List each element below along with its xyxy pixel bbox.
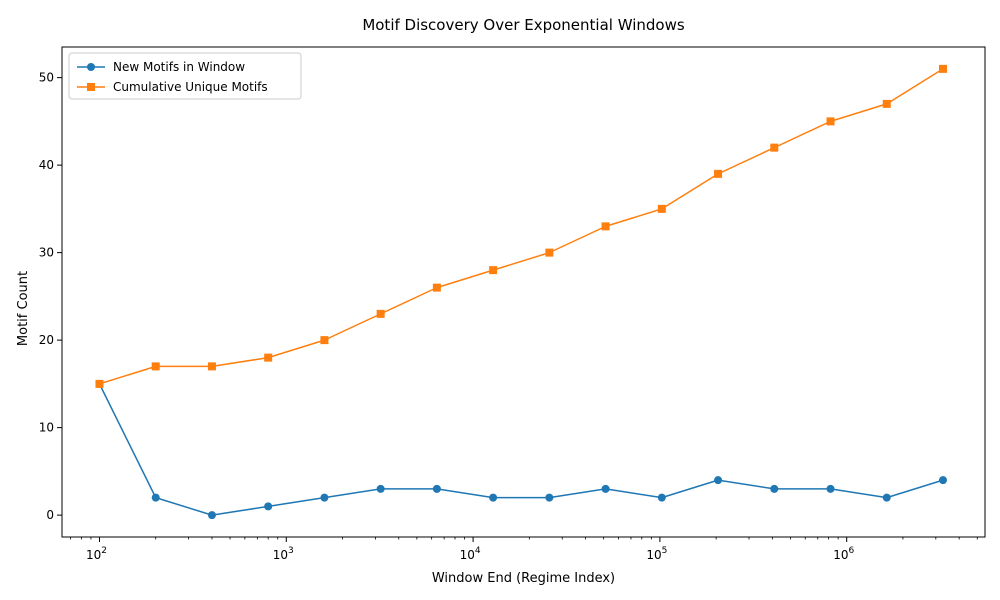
data-point xyxy=(882,493,891,502)
x-tick-label: 105 xyxy=(646,546,667,562)
legend-label: New Motifs in Window xyxy=(113,60,245,74)
legend: New Motifs in Window Cumulative Unique Mo… xyxy=(68,52,302,100)
x-tick-label: 103 xyxy=(273,546,294,562)
data-point xyxy=(657,204,666,213)
y-tick-label: 10 xyxy=(39,421,54,435)
axes-frame xyxy=(61,46,986,538)
x-tick-label: 104 xyxy=(460,546,481,562)
legend-box xyxy=(68,52,302,100)
data-point xyxy=(264,502,273,511)
data-point xyxy=(938,476,947,485)
y-tick-label: 50 xyxy=(39,71,54,85)
data-point xyxy=(432,283,441,292)
x-tick-label: 106 xyxy=(833,546,854,562)
data-point xyxy=(151,362,160,371)
data-point xyxy=(545,248,554,257)
data-point xyxy=(826,117,835,126)
chart-title: Motif Discovery Over Exponential Windows xyxy=(362,16,685,34)
data-point xyxy=(151,493,160,502)
data-point xyxy=(770,143,779,152)
y-tick-label: 30 xyxy=(39,246,54,260)
data-point xyxy=(320,336,329,345)
data-point xyxy=(207,511,216,520)
y-axis-label: Motif Count xyxy=(16,271,31,346)
data-point xyxy=(714,169,723,178)
data-point xyxy=(320,493,329,502)
data-point xyxy=(376,484,385,493)
legend-label: Cumulative Unique Motifs xyxy=(113,80,268,94)
data-point xyxy=(264,353,273,362)
data-point xyxy=(601,222,610,231)
x-tick-label: 102 xyxy=(86,546,107,562)
data-point xyxy=(489,266,498,275)
data-point xyxy=(432,484,441,493)
data-point xyxy=(601,484,610,493)
y-tick-label: 0 xyxy=(46,508,54,522)
data-point xyxy=(938,64,947,73)
data-point xyxy=(770,484,779,493)
data-point xyxy=(545,493,554,502)
data-point xyxy=(714,476,723,485)
data-point xyxy=(882,99,891,108)
y-tick-label: 20 xyxy=(39,333,54,347)
data-point xyxy=(95,379,104,388)
data-point xyxy=(489,493,498,502)
data-point xyxy=(376,309,385,318)
series-line-2 xyxy=(99,68,944,385)
x-axis-label: Window End (Regime Index) xyxy=(432,571,615,586)
series-line-1 xyxy=(98,383,944,516)
y-tick-label: 40 xyxy=(39,158,54,172)
data-point xyxy=(207,362,216,371)
legend-swatch-marker xyxy=(87,83,95,91)
legend-swatch-marker xyxy=(87,63,95,71)
data-point xyxy=(657,493,666,502)
data-point xyxy=(826,484,835,493)
